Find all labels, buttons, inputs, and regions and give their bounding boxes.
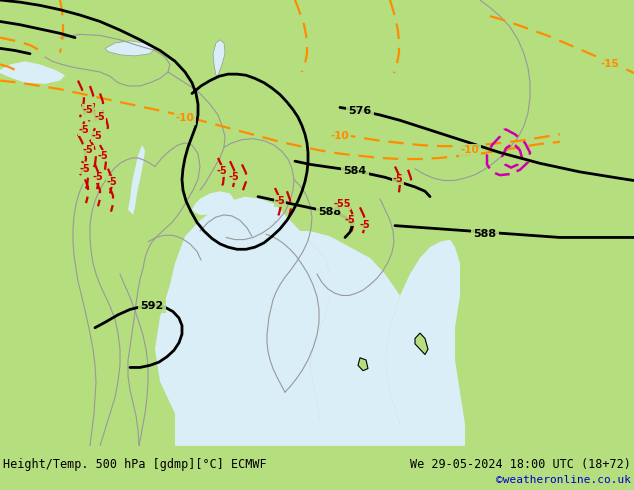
- Text: -5: -5: [229, 172, 240, 182]
- Text: -5: -5: [80, 164, 91, 173]
- Text: -5: -5: [392, 174, 403, 184]
- Text: -5: -5: [93, 172, 103, 182]
- Text: -5: -5: [82, 104, 93, 115]
- Text: 584: 584: [344, 166, 366, 176]
- Text: -5: -5: [79, 125, 89, 135]
- Text: -5: -5: [98, 151, 108, 161]
- Text: ©weatheronline.co.uk: ©weatheronline.co.uk: [496, 475, 631, 485]
- Text: Height/Temp. 500 hPa [gdmp][°C] ECMWF: Height/Temp. 500 hPa [gdmp][°C] ECMWF: [3, 458, 267, 471]
- Polygon shape: [295, 231, 400, 446]
- Text: We 29-05-2024 18:00 UTC (18+72): We 29-05-2024 18:00 UTC (18+72): [410, 458, 631, 471]
- Text: -10: -10: [176, 113, 195, 123]
- Text: -5: -5: [92, 131, 102, 142]
- Polygon shape: [415, 333, 428, 355]
- Polygon shape: [192, 191, 235, 215]
- Polygon shape: [0, 61, 65, 84]
- Text: 592: 592: [140, 301, 164, 311]
- Text: -55: -55: [333, 199, 351, 209]
- Polygon shape: [358, 358, 368, 371]
- Polygon shape: [385, 240, 465, 446]
- Text: -5: -5: [217, 166, 228, 176]
- Text: -5: -5: [275, 196, 285, 206]
- Text: 576: 576: [348, 106, 372, 116]
- Polygon shape: [105, 41, 155, 56]
- Text: -5: -5: [94, 112, 105, 122]
- Text: -5: -5: [82, 146, 93, 155]
- Polygon shape: [213, 40, 225, 75]
- Text: -10: -10: [461, 146, 479, 155]
- Text: -10: -10: [330, 131, 349, 142]
- Text: 588: 588: [318, 207, 342, 217]
- Polygon shape: [155, 196, 330, 446]
- Polygon shape: [128, 145, 145, 215]
- Text: -5: -5: [345, 215, 356, 225]
- Text: -5: -5: [107, 176, 117, 187]
- Text: -5: -5: [359, 220, 370, 229]
- Text: -15: -15: [600, 59, 619, 70]
- Text: 588: 588: [474, 229, 496, 239]
